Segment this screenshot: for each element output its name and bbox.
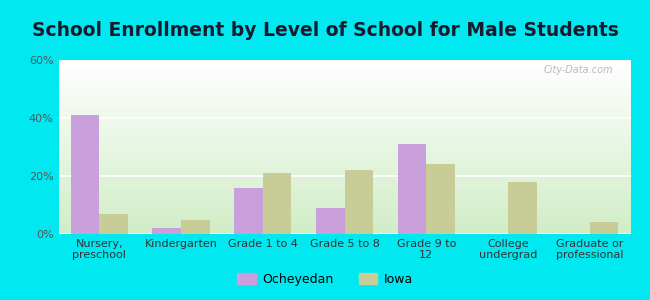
Text: City-Data.com: City-Data.com xyxy=(543,65,614,75)
Bar xyxy=(71,115,99,234)
Bar xyxy=(426,164,455,234)
Bar xyxy=(153,228,181,234)
Bar xyxy=(234,188,263,234)
Bar xyxy=(508,182,536,234)
Bar xyxy=(99,214,128,234)
Bar xyxy=(398,144,426,234)
Bar xyxy=(316,208,344,234)
Bar xyxy=(181,220,210,234)
Legend: Ocheyedan, Iowa: Ocheyedan, Iowa xyxy=(232,268,418,291)
Bar xyxy=(344,170,373,234)
Bar xyxy=(590,222,618,234)
Bar xyxy=(263,173,291,234)
Text: School Enrollment by Level of School for Male Students: School Enrollment by Level of School for… xyxy=(32,21,618,40)
